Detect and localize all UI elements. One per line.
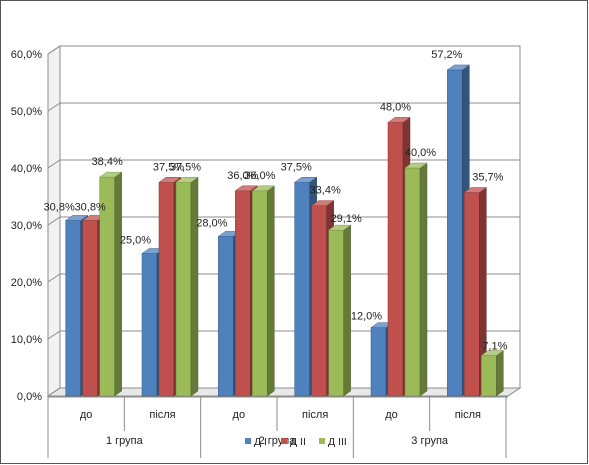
category-label: до: [80, 409, 93, 421]
data-label: 57,2%: [431, 49, 462, 61]
bar: [481, 355, 497, 397]
bar-top: [387, 117, 411, 123]
data-label: 37,5%: [170, 161, 201, 173]
gridline: [47, 330, 520, 340]
data-label: 36,0%: [227, 170, 258, 182]
category-label: після: [455, 409, 481, 421]
data-label: 37,5%: [153, 161, 184, 173]
bar-top: [64, 215, 89, 221]
bar: [404, 167, 421, 397]
bar-side: [114, 171, 122, 397]
gridline: [47, 45, 520, 55]
y-tick-label: 10,0%: [11, 334, 42, 346]
bar-top: [234, 185, 259, 192]
data-label: 7,1%: [482, 341, 507, 353]
bar: [158, 182, 175, 397]
gridline: [47, 273, 520, 283]
legend-label: Д ІІІ: [328, 436, 347, 448]
group-label: 3 група: [411, 435, 449, 447]
gridline: [47, 159, 520, 169]
data-label: 38,4%: [92, 156, 123, 168]
legend-swatch: [245, 438, 251, 444]
group-label: 1 група: [106, 435, 144, 447]
bar: [294, 182, 310, 397]
data-label: 35,7%: [472, 172, 503, 184]
gridline: [47, 216, 520, 226]
y-tick-label: 20,0%: [11, 277, 42, 289]
y-tick-label: 30,0%: [11, 220, 42, 232]
data-label: 37,5%: [281, 161, 312, 173]
legend-swatch: [319, 438, 325, 444]
bar-side: [419, 162, 428, 397]
y-tick-label: 60,0%: [11, 49, 42, 61]
data-label: 30,8%: [75, 201, 106, 213]
data-label: 28,0%: [196, 217, 227, 229]
legend-label: Д І: [254, 436, 267, 448]
bar-top: [480, 350, 505, 356]
category-label: до: [385, 409, 398, 421]
legend-label: Д ІІ: [290, 436, 306, 448]
bar-side: [190, 176, 199, 397]
y-tick-label: 0,0%: [17, 391, 42, 403]
data-label: 36,0%: [244, 170, 275, 182]
bar-top: [293, 177, 318, 183]
bar: [235, 190, 251, 397]
bar-side: [343, 224, 351, 397]
data-label: 33,4%: [310, 185, 341, 197]
bar-top: [251, 185, 276, 192]
data-label: 12,0%: [351, 311, 382, 323]
data-label: 48,0%: [380, 101, 411, 113]
category-label: після: [149, 409, 175, 421]
bar: [464, 192, 480, 397]
category-label: до: [233, 409, 246, 421]
y-tick-label: 50,0%: [11, 106, 42, 118]
bar: [370, 327, 387, 397]
bar: [82, 220, 98, 397]
data-label: 25,0%: [120, 235, 151, 247]
bar-top: [175, 177, 199, 183]
bar: [447, 69, 463, 397]
category-label: після: [302, 409, 328, 421]
bar-top: [446, 64, 471, 71]
bar: [141, 253, 158, 397]
bar-top: [98, 171, 123, 178]
bar: [252, 190, 268, 397]
bar-side: [496, 350, 504, 397]
gridline: [47, 102, 520, 112]
bar-side: [267, 185, 275, 397]
data-label: 29,1%: [331, 213, 362, 225]
bar: [311, 205, 327, 397]
bar: [387, 122, 404, 397]
bar: [328, 229, 344, 397]
data-label: 30,8%: [44, 201, 75, 213]
bar-top: [327, 224, 352, 231]
bar-top: [404, 162, 428, 169]
legend-swatch: [281, 438, 287, 444]
bar-top: [310, 200, 335, 206]
bar: [218, 236, 234, 397]
y-tick-label: 40,0%: [11, 163, 42, 175]
data-label: 40,0%: [405, 147, 436, 159]
gridline: [47, 387, 520, 397]
bar: [65, 220, 81, 397]
bar: [175, 182, 192, 397]
bar-top: [463, 187, 488, 193]
bar-top: [158, 177, 182, 183]
